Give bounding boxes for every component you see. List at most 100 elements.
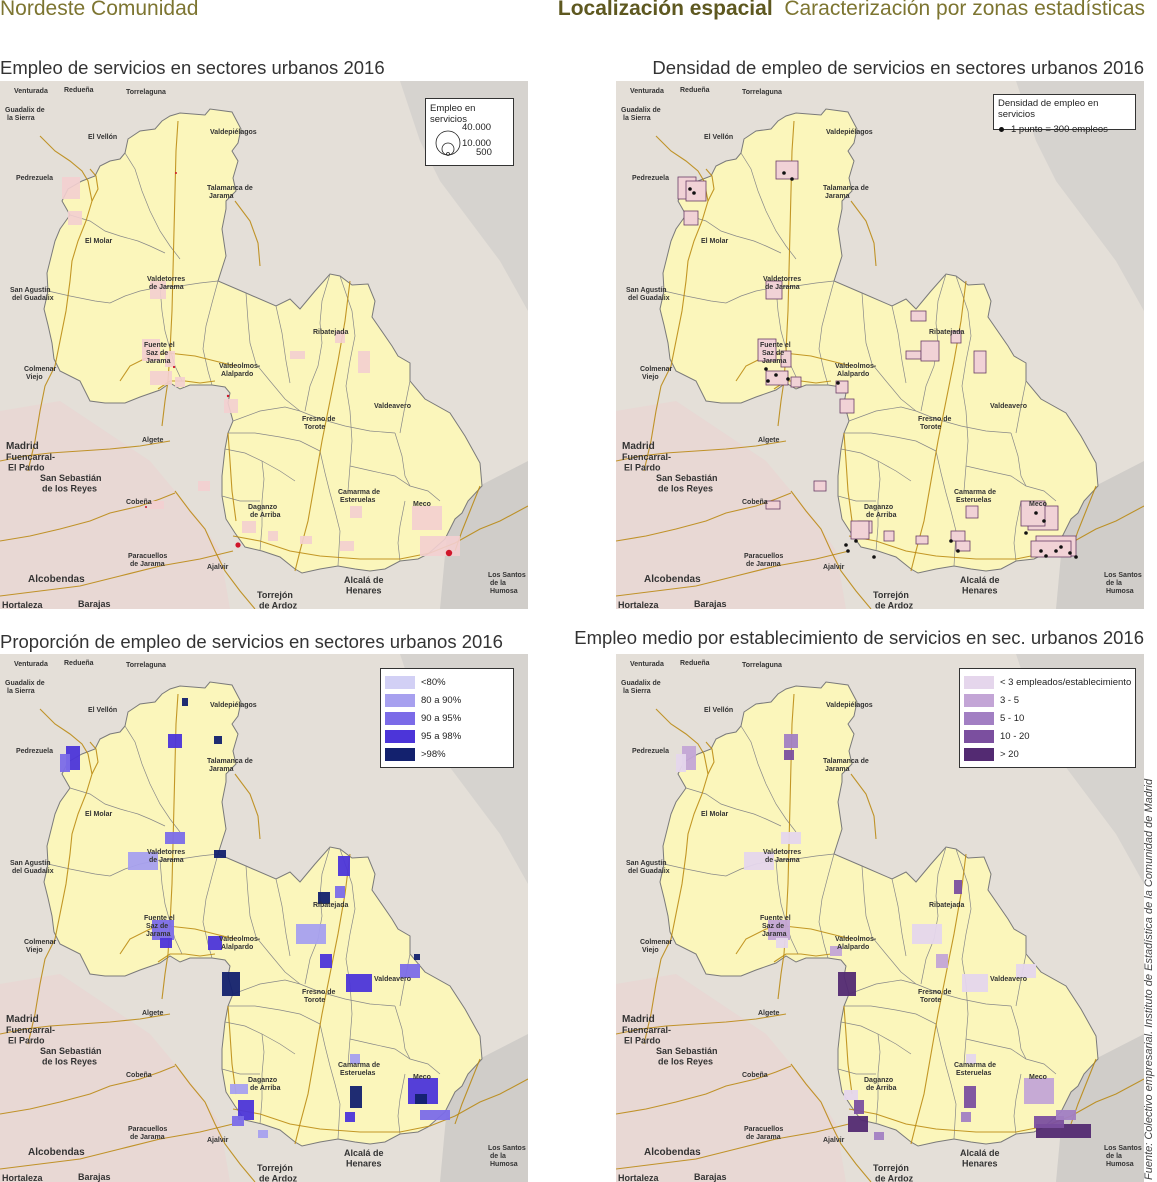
map-svg: Venturada Redueña Torrelaguna Guadalix de la… <box>0 654 528 1182</box>
place-label-valdeavero: Valdeavero <box>374 403 411 410</box>
class-sector <box>318 892 330 904</box>
place-label-fuente_el_saz: Fuente el Saz de Jarama <box>144 342 175 365</box>
density-dot <box>1024 531 1028 535</box>
place-label-talamanca: Talamanca de Jarama <box>207 185 253 200</box>
place-label-colmenar: Colmenar Viejo <box>640 366 673 381</box>
place-label-alcala: Alcalá de Henares <box>344 1148 384 1168</box>
legend-class-row: 10 - 20 <box>960 727 1135 745</box>
place-label-alcala: Alcalá de Henares <box>344 575 384 595</box>
density-dot <box>1059 545 1063 549</box>
place-label-el_vellon: El Vellón <box>88 707 117 714</box>
dot-symbol-icon <box>999 127 1004 132</box>
density-dot <box>854 539 858 543</box>
employment-circle <box>445 549 453 557</box>
place-label-ajalvir: Ajalvir <box>207 564 229 571</box>
density-dot <box>766 379 770 383</box>
place-label-alcobendas: Alcobendas <box>28 1147 85 1158</box>
place-label-alcala: Alcalá de Henares <box>960 575 1000 595</box>
class-sector <box>1024 1078 1054 1104</box>
legend-label: 5 - 10 <box>1000 712 1025 724</box>
legend-label: 80 a 90% <box>421 694 462 706</box>
legend-densidad: Densidad de empleo en servicios 1 punto … <box>993 94 1136 135</box>
place-label-hortaleza: Hortaleza <box>2 1173 44 1182</box>
place-label-barajas: Barajas <box>694 1172 727 1182</box>
place-label-fuente_el_saz: Fuente el Saz de Jarama <box>144 915 175 938</box>
class-sector <box>60 754 70 772</box>
place-label-cobena: Cobeña <box>742 499 768 506</box>
place-label-ajalvir: Ajalvir <box>823 1137 845 1144</box>
place-label-valdepielagos: Valdepiélagos <box>826 702 873 709</box>
class-sector <box>208 936 222 950</box>
legend-item: 1 punto = 300 empleos <box>1011 124 1108 135</box>
legend-class-row: <80% <box>381 673 513 691</box>
class-sector <box>784 734 798 748</box>
employment-circle <box>172 365 176 369</box>
place-label-ajalvir: Ajalvir <box>823 564 845 571</box>
place-label-talamanca: Talamanca de Jarama <box>823 185 869 200</box>
class-sector <box>400 964 420 978</box>
class-sector <box>768 920 790 940</box>
legend-size-small: 500 <box>476 147 492 158</box>
legend-title: Empleo en servicios <box>430 103 476 125</box>
place-label-alcala: Alcalá de Henares <box>960 1148 1000 1168</box>
legend-title: Densidad de empleo en servicios <box>998 98 1099 120</box>
place-label-venturada: Venturada <box>630 88 664 95</box>
class-sector <box>961 1112 971 1122</box>
place-label-san_sebastian: San Sebastián de los Reyes <box>656 473 718 493</box>
legend-swatch <box>964 747 994 761</box>
class-sector <box>744 852 774 870</box>
class-sector <box>296 924 326 944</box>
legend-swatch <box>385 729 415 743</box>
proportional-circle-symbol <box>435 130 461 156</box>
legend-class-row: >98% <box>381 745 513 763</box>
place-label-los_santos: Los Santos de la Humosa <box>488 572 526 595</box>
place-label-torrejon: Torrejón de Ardoz <box>873 590 914 609</box>
place-label-guadalix: Guadalix de la Sierra <box>5 680 45 695</box>
map-svg: Venturada Redueña Torrelaguna Guadalix de la… <box>616 81 1144 609</box>
place-label-meco: Meco <box>1029 1074 1047 1081</box>
place-label-fresno: Fresno de Torote <box>918 416 952 431</box>
place-label-meco: Meco <box>413 501 431 508</box>
class-sector <box>182 698 188 706</box>
place-label-valdeolmos: Valdeolmos-Alalpardo <box>219 936 261 951</box>
place-label-madrid: Madrid <box>6 1014 39 1025</box>
density-dot <box>846 549 850 553</box>
density-dot <box>1068 551 1072 555</box>
legend-swatch <box>964 693 994 707</box>
place-label-valdeolmos: Valdeolmos-Alalpardo <box>219 363 261 378</box>
legend-swatch <box>385 675 415 689</box>
panel-3-title: Proporción de empleo de servicios en sec… <box>0 631 503 652</box>
place-label-san_sebastian: San Sebastián de los Reyes <box>656 1046 718 1066</box>
legend-size-medium: 10.000 <box>462 138 492 149</box>
place-label-guadalix: Guadalix de la Sierra <box>5 107 45 122</box>
map-panel-4: Venturada Redueña Torrelaguna Guadalix de la… <box>616 654 1144 1182</box>
place-label-redueña: Redueña <box>64 660 94 667</box>
employment-circle <box>235 542 241 548</box>
place-label-valdetorres: Valdetorres de Jarama <box>763 849 801 864</box>
place-label-torrelaguna: Torrelaguna <box>126 662 166 669</box>
employment-circle <box>145 506 147 508</box>
place-label-valdeavero: Valdeavero <box>990 976 1027 983</box>
place-label-barajas: Barajas <box>78 1172 111 1182</box>
class-sector <box>350 1086 362 1108</box>
class-sector <box>874 1132 884 1140</box>
place-label-meco: Meco <box>413 1074 431 1081</box>
place-label-madrid: Madrid <box>622 1014 655 1025</box>
place-label-alcobendas: Alcobendas <box>644 1147 701 1158</box>
place-label-valdetorres: Valdetorres de Jarama <box>763 276 801 291</box>
place-label-san_agustin: San Agustín del Guadalix <box>10 287 54 302</box>
legend-swatch <box>964 729 994 743</box>
class-sector <box>214 850 226 858</box>
place-label-el_molar: El Molar <box>701 238 729 245</box>
place-label-hortaleza: Hortaleza <box>618 600 660 609</box>
class-sector <box>346 974 372 992</box>
class-sector <box>335 886 345 898</box>
place-label-paracuellos: Paracuellos de Jarama <box>128 553 167 568</box>
legend-class-row: 3 - 5 <box>960 691 1135 709</box>
place-label-cobena: Cobeña <box>126 499 152 506</box>
place-label-venturada: Venturada <box>14 88 48 95</box>
place-label-valdepielagos: Valdepiélagos <box>826 129 873 136</box>
density-dot <box>836 381 840 385</box>
legend-class-row: 95 a 98% <box>381 727 513 745</box>
place-label-alcobendas: Alcobendas <box>28 574 85 585</box>
